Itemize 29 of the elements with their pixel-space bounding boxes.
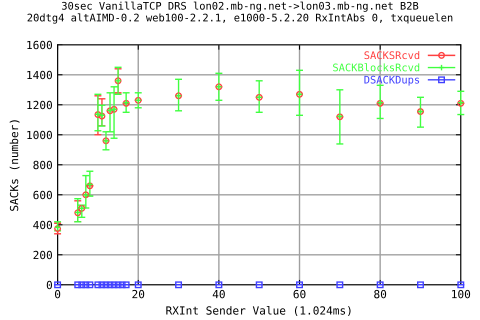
y-tick-label: 200 bbox=[33, 250, 52, 260]
legend-label: SACKSRcvd bbox=[364, 51, 420, 60]
point bbox=[296, 281, 303, 288]
x-tick-label: 60 bbox=[294, 290, 306, 298]
y-tick-label: 1000 bbox=[27, 130, 52, 140]
x-tick-label: 0 bbox=[54, 290, 60, 298]
y-tick-label: 0 bbox=[46, 280, 52, 290]
point bbox=[417, 281, 424, 288]
y-tick-label: 600 bbox=[33, 190, 52, 200]
x-tick-label: 100 bbox=[452, 290, 470, 298]
point bbox=[215, 281, 222, 288]
point bbox=[175, 281, 182, 288]
y-axis-title: SACKs (number) bbox=[10, 120, 20, 211]
x-tick-label: 20 bbox=[132, 290, 144, 298]
legend-label: SACKBlocksRcvd bbox=[333, 63, 420, 72]
point bbox=[376, 281, 384, 288]
y-tick-label: 1400 bbox=[27, 70, 52, 80]
y-tick-label: 1200 bbox=[27, 100, 52, 110]
y-tick-label: 400 bbox=[33, 220, 52, 230]
y-tick-label: 800 bbox=[33, 160, 52, 170]
chart-title: 30sec VanillaTCP DRS lon02.mb-ng.net->lon03.mb-ng.net B2B 20dtg4 altAIMD-0.2 web100-2.2.1, e1000-5.2.20 RxIntAbs 0, txqueuelen bbox=[28, 2, 452, 24]
legend-label: DSACKDups bbox=[364, 76, 420, 86]
point bbox=[134, 281, 142, 288]
x-tick-label: 80 bbox=[374, 290, 386, 298]
x-tick-label: 40 bbox=[212, 290, 225, 298]
y-tick-label: 1600 bbox=[27, 40, 52, 50]
point bbox=[336, 281, 344, 288]
point bbox=[256, 281, 263, 288]
x-axis-title: RXInt Sender Value (1.024ms) bbox=[166, 306, 351, 316]
